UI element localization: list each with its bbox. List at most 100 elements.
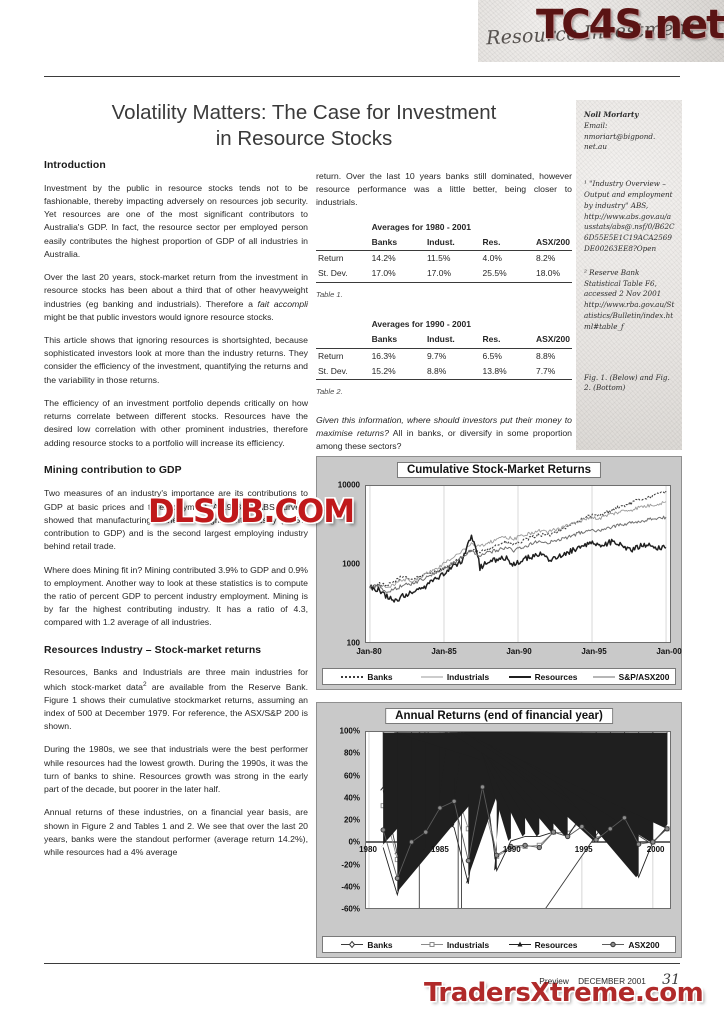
table1-col-4: ASX/200: [533, 234, 572, 252]
table2-col-3: Res.: [480, 331, 534, 349]
closing-plain: All in banks, or diversify in some propo…: [316, 428, 573, 452]
table-row: St. Dev. 15.2% 8.8% 13.8% 7.7%: [316, 363, 572, 381]
open-diamond-marker-icon: [341, 940, 364, 949]
heading-introduction: Introduction: [44, 160, 106, 171]
footnote-1: ¹ "Industry Overview – Output and employ…: [584, 179, 675, 253]
p5-part-b: showed that manufacturing is the most si…: [44, 514, 308, 552]
legend-label: ASX200: [628, 939, 660, 950]
middle-text-column: return. Over the last 10 years banks sti…: [316, 170, 572, 454]
chart1-xtick: Jan-90: [506, 647, 532, 656]
paragraph-mining-2: Where does Mining fit in? Mining contrib…: [44, 564, 308, 628]
chart1-ytick: 100: [346, 638, 360, 648]
chart2-ytick: -60%: [341, 904, 360, 914]
footer-divider: [44, 963, 680, 964]
legend-item-banks: Banks: [323, 672, 411, 682]
chart1-title: Cumulative Stock-Market Returns: [396, 462, 602, 478]
chart1-plot-area: [365, 485, 671, 643]
paragraph-intro-1: Investment by the public in resource sto…: [44, 182, 308, 259]
p2-part-b: might be that public investors would ign…: [44, 311, 274, 322]
legend-label: S&P/ASX200: [618, 671, 670, 682]
p5-part-a: Two measures of an industry's importance…: [44, 487, 308, 512]
chart2-xtick: 1980: [359, 845, 377, 855]
table1-span-header: Averages for 1980 - 2001: [371, 221, 471, 232]
table-1-averages-1980-2001: Averages for 1980 - 2001 Banks Indust. R…: [316, 220, 572, 284]
paragraph-mid-1: return. Over the last 10 years banks sti…: [316, 171, 572, 208]
table2-col-1: Banks: [369, 331, 425, 349]
paragraph-resources-2: During the 1980s, we see that industrial…: [44, 744, 308, 795]
page-number: 31: [662, 972, 680, 988]
left-text-column: Introduction Investment by the public in…: [44, 158, 308, 859]
legend-item-resources: Resources: [499, 672, 587, 682]
chart2-ytick: -20%: [341, 860, 360, 869]
footnote-ref-1: 1: [304, 500, 308, 508]
chart2-xtick: 2000: [646, 845, 665, 855]
table2-col-2: Indust.: [424, 331, 481, 349]
chart2-ytick: 40%: [343, 793, 360, 803]
table1-col-3: Res.: [480, 234, 534, 252]
line-heavy-icon: [508, 672, 531, 681]
line-mid-icon: [592, 672, 615, 681]
table1-col-2: Indust.: [424, 234, 481, 252]
closing-italic: Given this information, where should inv…: [316, 414, 572, 439]
heading-resources-returns: Resources Industry – Stock-market return…: [44, 644, 262, 656]
table2-span-header: Averages for 1990 - 2001: [371, 318, 471, 329]
legend-item-banks: Banks: [323, 940, 411, 950]
legend-label: Resources: [534, 939, 578, 950]
header-divider: [44, 76, 680, 77]
email-label: Email:: [584, 120, 608, 130]
title-line-1: Volatility Matters: The Case for Investm…: [111, 101, 497, 124]
legend-item-asx200: S&P/ASX200: [587, 672, 675, 682]
table-row: St. Dev. 17.0% 17.0% 25.5% 18.0%: [316, 266, 572, 284]
table-1-caption: Table 1.: [316, 290, 343, 300]
chart1-xtick: Jan-95: [581, 647, 607, 656]
paragraph-mining-1: Two measures of an industry's importance…: [44, 487, 308, 554]
table2-col-0: [316, 331, 370, 349]
table-row: Banks Indust. Res. ASX/200: [316, 331, 572, 349]
open-square-marker-icon: [420, 940, 443, 949]
filled-triangle-marker-icon: [508, 940, 531, 949]
figure-note: Fig. 1. (Below) and Fig. 2. (Bottom): [584, 372, 670, 393]
chart1-ytick: 1000: [342, 559, 360, 569]
tc4s-watermark: TC4S.net: [536, 2, 724, 48]
paragraph-intro-2: Over the last 20 years, stock-market ret…: [44, 271, 308, 324]
table1-col-0: [316, 234, 370, 252]
legend-item-resources: Resources: [499, 940, 587, 950]
heading-mining-gdp: Mining contribution to GDP: [44, 464, 182, 476]
chart2-legend: Banks Industrials Resources ASX200: [322, 936, 676, 953]
chart2-xtick: 1990: [502, 845, 521, 855]
table1-r0-c3: 4.0%: [482, 253, 502, 264]
filled-circle-marker-icon: [602, 940, 625, 949]
p7-part-a: Resources, Banks and Industrials are thr…: [44, 667, 308, 692]
author-email: nmoriart@bigpond. net.au: [584, 131, 656, 152]
table2-r0-c4: 8.8%: [535, 350, 556, 361]
table1-r1-c2: 17.0%: [424, 266, 481, 284]
chart1-xtick: Jan-85: [431, 647, 457, 656]
table2-r1-c0: St. Dev.: [316, 363, 370, 381]
chart-annual-returns: Annual Returns (end of financial year) 1…: [316, 702, 682, 1024]
page-footer: Preview DECEMBER 2001 31: [44, 972, 680, 988]
chart2-ytick: 0%: [348, 837, 360, 847]
table1-r1-c4: 18.0%: [533, 266, 572, 284]
p7-part-b: are available from the Reserve Bank. Fig…: [44, 681, 308, 732]
table-row: Return 14.2% 11.5% 4.0% 8.2%: [316, 251, 572, 266]
footnote-ref-2: 2: [143, 680, 147, 688]
table2-r0-c1: 16.3%: [371, 350, 396, 361]
table-row: Banks Indust. Res. ASX/200: [316, 234, 572, 252]
chart1-xtick: Jan-80: [356, 647, 382, 656]
author-name: Noll Moriarty: [584, 110, 639, 119]
p2-part-a: Over the last 20 years, stock-market ret…: [44, 272, 308, 309]
masthead-paper-texture: [478, 0, 724, 62]
table1-r1-c3: 25.5%: [480, 266, 534, 284]
chart2-xtick: 1985: [430, 845, 449, 855]
chart2-ytick: 80%: [343, 748, 360, 758]
table1-r0-c2: 11.5%: [426, 253, 451, 264]
table-row: Averages for 1990 - 2001: [316, 317, 572, 332]
table2-r1-c1: 15.2%: [369, 363, 425, 381]
line-light-icon: [420, 672, 443, 681]
p2-italic: fait accompli: [257, 298, 308, 309]
page-title: Volatility Matters: The Case for Investm…: [44, 100, 564, 152]
chart-cumulative-stock-market-returns: Cumulative Stock-Market Returns 100 1000 1…: [316, 456, 682, 690]
table-2-averages-1990-2001: Averages for 1990 - 2001 Banks Indust. R…: [316, 317, 572, 381]
table-row: Return 16.3% 9.7% 6.5% 8.8%: [316, 348, 572, 363]
table2-r0-c3: 6.5%: [482, 350, 502, 361]
